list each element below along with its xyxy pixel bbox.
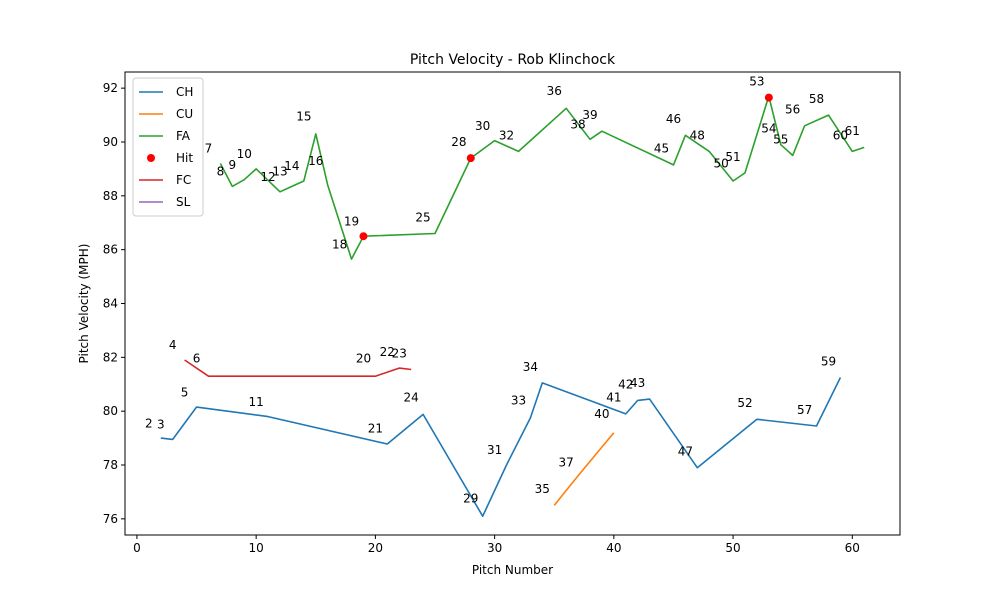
y-tick-label: 80 <box>103 404 118 418</box>
pitch-number-label: 54 <box>761 122 776 136</box>
series-line-ch <box>160 377 842 518</box>
y-tick-label: 88 <box>103 189 118 203</box>
y-tick-label: 92 <box>103 81 118 95</box>
pitch-number-label: 38 <box>570 117 585 131</box>
pitch-number-label: 22 <box>380 345 395 359</box>
legend-label-ch: CH <box>176 85 193 99</box>
pitch-number-label: 55 <box>773 132 788 146</box>
hit-marker <box>764 93 773 102</box>
x-axis-ticks: 0 10 20 30 40 50 60 <box>133 535 860 555</box>
pitch-number-label: 60 <box>833 128 848 142</box>
y-tick-label: 78 <box>103 458 118 472</box>
x-tick-label: 40 <box>606 541 621 555</box>
pitch-number-label: 61 <box>845 124 860 138</box>
legend-label-sl: SL <box>176 195 191 209</box>
y-tick-label: 82 <box>103 350 118 364</box>
legend-label-cu: CU <box>176 107 193 121</box>
pitch-number-label: 51 <box>725 150 740 164</box>
pitch-number-label: 35 <box>535 482 550 496</box>
y-tick-label: 84 <box>103 297 118 311</box>
series-layer <box>160 95 865 518</box>
pitch-number-label: 5 <box>181 385 189 399</box>
pitch-number-label: 28 <box>451 135 466 149</box>
pitch-number-label: 3 <box>157 418 165 432</box>
pitch-number-label: 14 <box>284 159 299 173</box>
y-tick-label: 86 <box>103 243 118 257</box>
pitch-number-label: 59 <box>821 354 836 368</box>
legend: CH CU FA Hit FC SL <box>132 77 204 217</box>
y-tick-label: 90 <box>103 135 118 149</box>
pitch-number-label: 20 <box>356 352 371 366</box>
pitch-number-label: 39 <box>582 108 597 122</box>
pitch-number-label: 50 <box>714 157 729 171</box>
x-tick-label: 30 <box>487 541 502 555</box>
pitch-number-label: 34 <box>523 360 538 374</box>
pitch-number-label: 57 <box>797 403 812 417</box>
y-axis-ticks: 76 78 80 82 84 86 88 90 92 <box>103 81 125 526</box>
x-tick-label: 0 <box>133 541 141 555</box>
pitch-number-label: 47 <box>678 445 693 459</box>
pitch-number-label: 12 <box>260 170 275 184</box>
series-line-fc <box>184 359 412 378</box>
pitch-number-label: 16 <box>308 154 323 168</box>
legend-label-hit: Hit <box>176 151 193 165</box>
pitch-number-label: 25 <box>415 210 430 224</box>
legend-label-fa: FA <box>176 129 191 143</box>
pitch-number-label: 52 <box>737 396 752 410</box>
chart-title: Pitch Velocity - Rob Klinchock <box>410 52 616 68</box>
series-line-fa <box>219 95 865 260</box>
pitch-number-label: 31 <box>487 443 502 457</box>
pitch-number-label: 30 <box>475 119 490 133</box>
pitch-number-label: 11 <box>249 395 264 409</box>
legend-marker-hit <box>147 154 155 162</box>
pitch-number-label: 46 <box>666 112 681 126</box>
pitch-number-label: 45 <box>654 142 669 156</box>
pitch-number-label: 32 <box>499 128 514 142</box>
pitch-number-label: 53 <box>749 74 764 88</box>
series-line-cu <box>553 432 615 506</box>
pitch-number-label: 19 <box>344 214 359 228</box>
pitch-number-label: 33 <box>511 393 526 407</box>
pitch-number-label: 9 <box>228 158 236 172</box>
pitch-number-label: 24 <box>404 391 419 405</box>
pitch-number-label: 29 <box>463 492 478 506</box>
hit-marker <box>466 154 475 163</box>
pitch-number-label: 15 <box>296 109 311 123</box>
pitch-number-label: 7 <box>205 142 213 156</box>
x-tick-label: 60 <box>845 541 860 555</box>
hits-layer <box>359 93 773 241</box>
pitch-number-label: 58 <box>809 92 824 106</box>
pitch-number-label: 56 <box>785 103 800 117</box>
pitch-number-label: 48 <box>690 128 705 142</box>
pitch-number-label: 21 <box>368 422 383 436</box>
pitch-number-label: 2 <box>145 416 153 430</box>
pitch-number-label: 13 <box>272 165 287 179</box>
x-tick-label: 20 <box>368 541 383 555</box>
pitch-number-label: 18 <box>332 237 347 251</box>
pitch-number-label: 8 <box>217 165 225 179</box>
pitch-number-label: 23 <box>392 346 407 360</box>
pitch-number-label: 37 <box>559 455 574 469</box>
pitch-number-label: 4 <box>169 338 177 352</box>
pitch-number-label: 40 <box>594 407 609 421</box>
hit-marker <box>359 232 368 241</box>
x-axis-title: Pitch Number <box>472 563 553 577</box>
y-axis-title: Pitch Velocity (MPH) <box>77 244 91 364</box>
pitch-number-label: 6 <box>193 352 201 366</box>
pitch-number-label: 42 <box>618 377 633 391</box>
legend-box <box>132 77 204 217</box>
pitch-number-label: 10 <box>237 147 252 161</box>
y-tick-label: 76 <box>103 512 118 526</box>
pitch-number-label: 36 <box>547 84 562 98</box>
pitch-number-label: 41 <box>606 391 621 405</box>
x-tick-label: 50 <box>725 541 740 555</box>
legend-label-fc: FC <box>176 173 191 187</box>
pitch-number-label: 43 <box>630 376 645 390</box>
x-tick-label: 10 <box>249 541 264 555</box>
